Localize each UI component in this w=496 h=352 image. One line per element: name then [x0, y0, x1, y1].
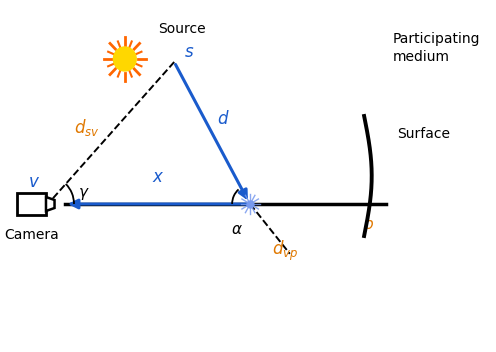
- Text: $s$: $s$: [184, 43, 194, 61]
- Text: $\alpha$: $\alpha$: [231, 222, 243, 238]
- Polygon shape: [46, 197, 55, 211]
- Text: Participating
medium: Participating medium: [393, 32, 480, 64]
- Circle shape: [114, 47, 136, 71]
- Text: $d$: $d$: [217, 110, 230, 128]
- Text: $\gamma$: $\gamma$: [78, 186, 90, 202]
- Text: $p$: $p$: [364, 218, 374, 234]
- Text: $x$: $x$: [152, 168, 165, 186]
- Text: $d_{vp}$: $d_{vp}$: [271, 239, 298, 263]
- Text: Source: Source: [158, 22, 206, 36]
- Text: Camera: Camera: [4, 228, 59, 242]
- Text: $d_{sv}$: $d_{sv}$: [74, 118, 100, 138]
- Text: Surface: Surface: [397, 127, 450, 141]
- Text: $v$: $v$: [28, 173, 40, 191]
- Point: [246, 201, 254, 207]
- Bar: [17, 193, 46, 215]
